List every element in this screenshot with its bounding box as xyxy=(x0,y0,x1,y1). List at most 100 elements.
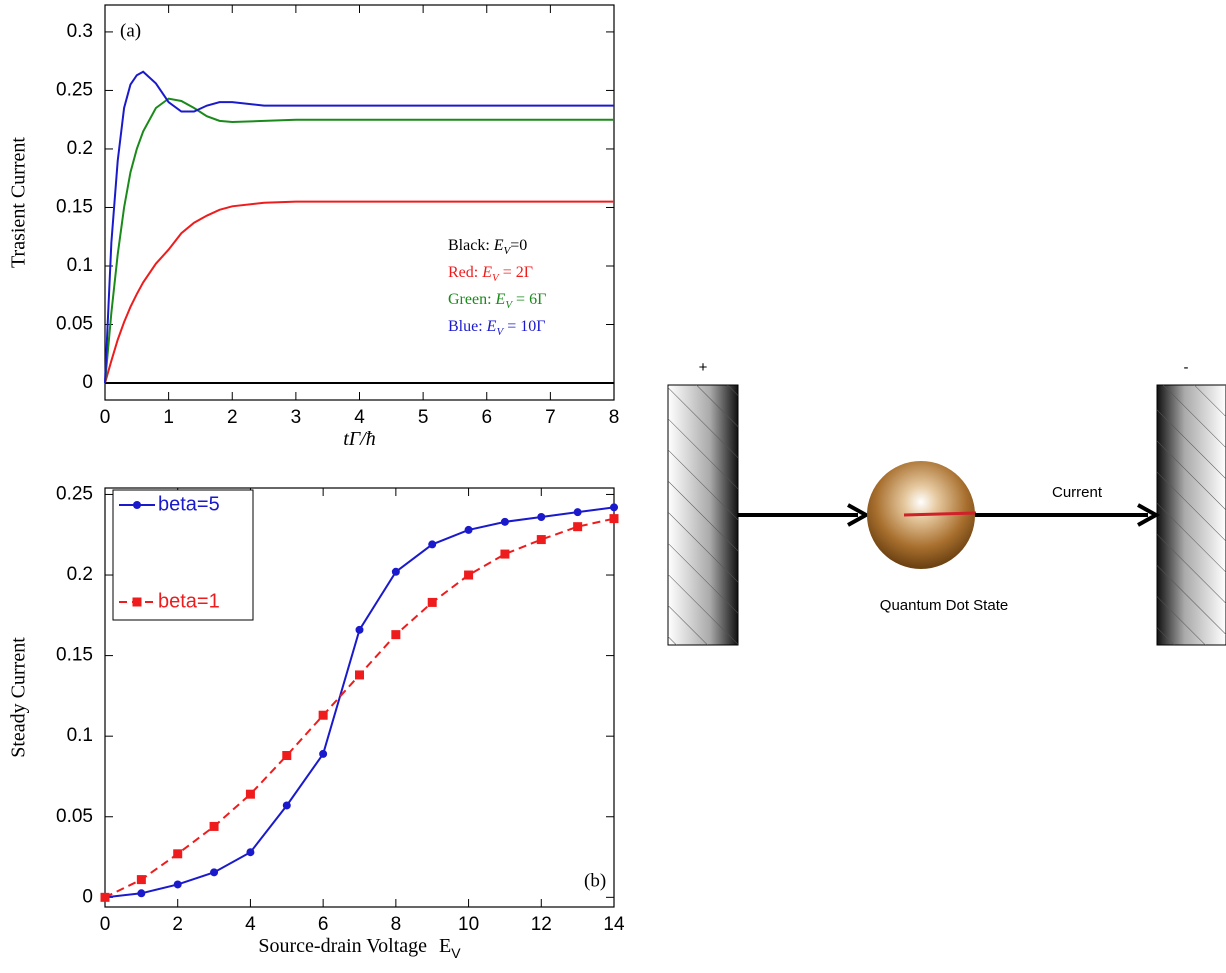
series-line xyxy=(104,70,614,384)
panel-label: (a) xyxy=(120,20,141,41)
legend-sub: V xyxy=(504,245,512,257)
y-tick-label: 0.15 xyxy=(56,645,93,666)
x-tick-label: 10 xyxy=(458,914,479,935)
panel-label: (b) xyxy=(584,870,606,891)
legend-label: Black: xyxy=(448,237,490,254)
y-tick-label: 0.25 xyxy=(56,483,93,504)
marker xyxy=(100,892,110,902)
legend-marker xyxy=(133,501,141,509)
marker xyxy=(391,567,400,576)
series-line xyxy=(104,200,614,384)
x-tick-label: 12 xyxy=(531,914,552,935)
marker xyxy=(536,535,546,545)
marker xyxy=(210,868,219,877)
marker xyxy=(428,540,437,549)
marker xyxy=(391,630,401,640)
legend-rest: = 2Γ xyxy=(499,264,533,281)
dot-label: Quantum Dot State xyxy=(880,597,1008,614)
x-tick-label: 2 xyxy=(227,407,238,428)
x-axis-label: Source-drain Voltage EV xyxy=(258,935,461,961)
left-hatch xyxy=(668,385,738,645)
y-tick-label: 0.2 xyxy=(67,564,93,585)
y-tick-label: 0.2 xyxy=(67,138,93,159)
marker xyxy=(137,889,146,898)
marker xyxy=(355,670,364,680)
x-tick-label: 8 xyxy=(609,407,620,428)
y-tick-label: 0.05 xyxy=(56,314,93,335)
marker xyxy=(427,597,437,607)
marker xyxy=(282,801,291,810)
x-tick-label: 0 xyxy=(100,914,111,935)
legend-entry: Black: EV=0 xyxy=(448,237,527,257)
y-tick-label: 0 xyxy=(82,886,93,907)
legend-entry: Green: EV = 6Γ xyxy=(448,291,546,311)
legend-rest: = 6Γ xyxy=(512,291,546,308)
series-line xyxy=(104,97,614,384)
y-tick-label: 0.25 xyxy=(56,79,93,100)
y-axis-label: Steady Current xyxy=(8,637,30,758)
legend-label: Red: xyxy=(448,264,478,281)
terminal-label: + xyxy=(699,359,708,376)
marker xyxy=(537,513,546,522)
legend-sub: V xyxy=(492,272,500,284)
arrow-label: Current xyxy=(1052,484,1103,501)
marker xyxy=(609,514,619,524)
legend-sub: V xyxy=(505,299,513,311)
x-tick-label: 6 xyxy=(481,407,492,428)
plot-frame xyxy=(104,487,615,908)
x-axis-title: tΓ/ħ xyxy=(343,428,376,450)
x-tick-label: 6 xyxy=(318,914,329,935)
y-tick-label: 0 xyxy=(82,372,93,393)
marker xyxy=(464,570,474,580)
x-tick-label: 8 xyxy=(391,914,402,935)
x-tick-label: 4 xyxy=(354,407,365,428)
marker xyxy=(318,710,328,720)
x-tick-label: 14 xyxy=(603,914,625,935)
legend-symbol: E xyxy=(495,291,506,308)
legend-label: beta=5 xyxy=(158,493,220,515)
marker xyxy=(173,880,182,889)
x-axis-title: Source-drain Voltage xyxy=(258,935,427,957)
legend-entry: Red: EV = 2Γ xyxy=(448,264,533,284)
y-tick-label: 0.1 xyxy=(67,255,93,276)
marker xyxy=(246,848,255,857)
x-tick-label: 1 xyxy=(163,407,174,428)
legend-marker xyxy=(132,597,142,607)
legend-rest: =0 xyxy=(510,237,527,254)
y-tick-label: 0.3 xyxy=(67,21,93,42)
x-tick-label: 4 xyxy=(245,914,256,935)
legend-sub: V xyxy=(496,326,504,338)
diagram: + - Current Quantum Dot State xyxy=(667,359,1226,646)
x-axis-sub: V xyxy=(451,945,461,961)
marker xyxy=(610,503,618,512)
x-tick-label: 7 xyxy=(545,407,556,428)
y-tick-label: 0.15 xyxy=(56,196,93,217)
marker xyxy=(464,525,473,534)
right-hatch xyxy=(1157,385,1226,645)
x-tick-label: 3 xyxy=(291,407,302,428)
y-axis-label: Trasient Current xyxy=(8,137,30,268)
terminal-label: - xyxy=(1184,359,1189,376)
marker xyxy=(573,508,582,517)
legend-symbol: E xyxy=(493,237,504,254)
x-tick-label: 5 xyxy=(418,407,429,428)
arrow-head xyxy=(1137,503,1161,527)
marker xyxy=(573,522,583,532)
legend-rest: = 10Γ xyxy=(503,318,545,335)
dot-level xyxy=(903,511,977,517)
legend-symbol: E xyxy=(486,318,497,335)
arrow-head xyxy=(847,503,871,527)
legend-label: Green: xyxy=(448,291,492,308)
marker xyxy=(209,821,219,831)
y-tick-label: 0.05 xyxy=(56,806,93,827)
legend-symbol: E xyxy=(481,264,492,281)
x-axis-label: tΓ/ħ xyxy=(343,428,376,450)
x-tick-label: 2 xyxy=(172,914,183,935)
legend-label: Blue: xyxy=(448,318,483,335)
x-tick-label: 0 xyxy=(100,407,111,428)
marker xyxy=(136,875,146,885)
marker xyxy=(245,789,255,799)
marker xyxy=(282,751,292,761)
x-axis-symbol: E xyxy=(439,935,451,957)
